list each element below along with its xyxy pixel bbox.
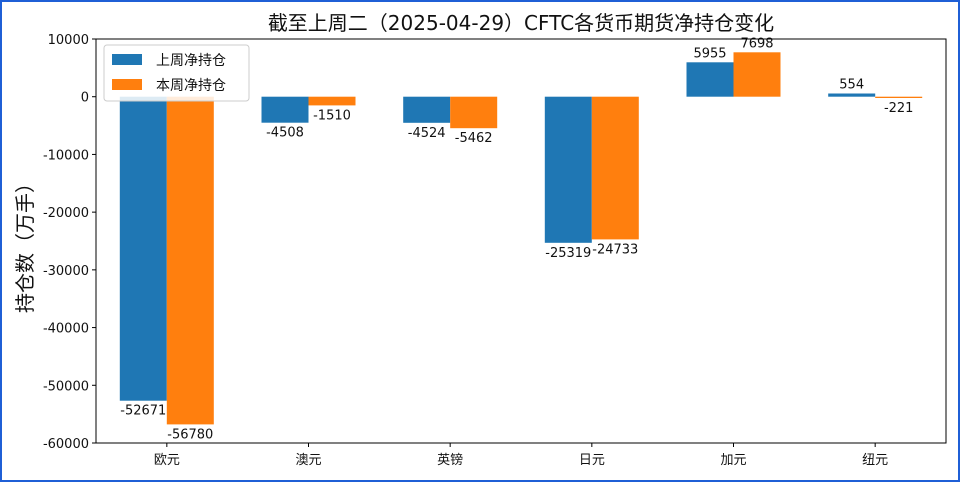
bar-this-week-3 <box>591 96 639 240</box>
bars-group <box>119 52 923 425</box>
chart-title: 截至上周二（2025-04-29）CFTC各货币期货净持仓变化 <box>268 11 774 35</box>
data-label-this-week-5: -221 <box>884 101 914 116</box>
bar-this-week-0 <box>166 96 214 425</box>
data-label-this-week-2: -5462 <box>455 131 493 146</box>
x-tick-label-4: 加元 <box>720 453 746 468</box>
data-label-last-week-2: -4524 <box>408 126 446 141</box>
y-tick-label-7: -60000 <box>43 437 89 452</box>
data-label-last-week-3: -25319 <box>545 246 591 261</box>
data-label-last-week-1: -4508 <box>266 126 304 141</box>
bar-last-week-2 <box>403 96 451 123</box>
legend-swatch-0 <box>112 54 142 65</box>
legend-label-0: 上周净持仓 <box>156 53 226 69</box>
y-tick-label-5: -40000 <box>43 322 89 337</box>
data-label-this-week-4: 7698 <box>740 36 773 51</box>
bar-this-week-4 <box>733 52 781 97</box>
bar-last-week-0 <box>119 96 167 401</box>
y-tick-label-0: 10000 <box>48 33 89 48</box>
data-labels: -52671-56780-4508-1510-4524 -5462-25319 -2… <box>120 36 913 442</box>
x-tick-label-3: 日元 <box>579 453 605 468</box>
data-label-last-week-5: 554 <box>839 78 864 93</box>
bar-this-week-1 <box>308 96 356 106</box>
x-tick-label-1: 澳元 <box>295 452 321 468</box>
x-axis-ticks: 欧元 澳元 英镑 日元 加元 纽元 <box>154 443 888 468</box>
y-axis-ticks: 10000 0 -10000 -20000 -30000 -40000 -50000 -600… <box>43 33 96 452</box>
data-label-last-week-0: -52671 <box>120 404 166 419</box>
data-label-last-week-4: 5955 <box>693 46 726 61</box>
data-label-this-week-0: -56780 <box>167 427 213 442</box>
y-tick-label-2: -10000 <box>43 148 89 163</box>
plot-area <box>95 38 947 444</box>
data-label-this-week-1: -1510 <box>313 108 351 123</box>
bar-last-week-5 <box>828 93 876 97</box>
bar-this-week-2 <box>450 96 498 129</box>
x-tick-label-0: 欧元 <box>154 453 180 468</box>
x-tick-label-2: 英镑 <box>437 452 463 468</box>
y-tick-label-4: -30000 <box>43 264 89 279</box>
x-tick-label-5: 纽元 <box>862 453 888 468</box>
data-label-this-week-3: -24733 <box>592 243 638 258</box>
bar-last-week-1 <box>261 96 309 123</box>
y-tick-label-3: -20000 <box>43 206 89 221</box>
legend-swatch-1 <box>112 79 142 90</box>
bar-this-week-5 <box>875 96 923 98</box>
y-axis-label: 持仓数（万手） <box>13 173 37 313</box>
legend-label-1: 本周净持仓 <box>156 78 226 94</box>
y-tick-label-6: -50000 <box>43 379 89 394</box>
bar-last-week-4 <box>686 62 734 97</box>
y-tick-label-1: 0 <box>81 91 89 106</box>
bar-last-week-3 <box>544 96 592 243</box>
